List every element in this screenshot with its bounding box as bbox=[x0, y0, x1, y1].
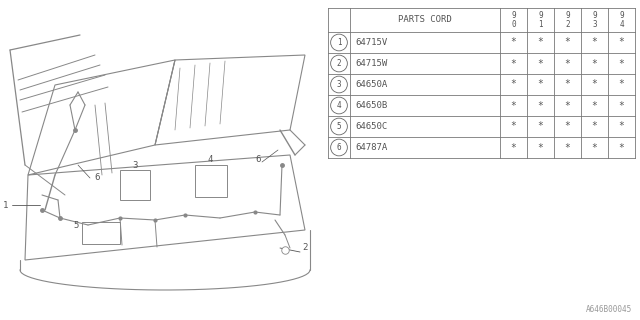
Text: A646B00045: A646B00045 bbox=[586, 305, 632, 314]
Text: *: * bbox=[564, 37, 570, 47]
Text: *: * bbox=[619, 122, 625, 132]
Text: *: * bbox=[619, 142, 625, 153]
Text: PARTS CORD: PARTS CORD bbox=[398, 15, 452, 25]
Text: *: * bbox=[591, 79, 597, 90]
Text: 64650B: 64650B bbox=[355, 101, 387, 110]
Text: 4: 4 bbox=[337, 101, 341, 110]
Text: *: * bbox=[511, 79, 516, 90]
Text: 2: 2 bbox=[337, 59, 341, 68]
Text: *: * bbox=[511, 142, 516, 153]
Text: *: * bbox=[619, 59, 625, 68]
Text: 5: 5 bbox=[337, 122, 341, 131]
Text: *: * bbox=[564, 59, 570, 68]
Text: 9
3: 9 3 bbox=[592, 11, 597, 29]
Text: *: * bbox=[538, 122, 543, 132]
Text: *: * bbox=[591, 100, 597, 110]
Text: 5: 5 bbox=[74, 220, 79, 229]
Text: *: * bbox=[564, 122, 570, 132]
Text: *: * bbox=[619, 37, 625, 47]
Text: 6: 6 bbox=[94, 173, 100, 182]
Text: 9
1: 9 1 bbox=[538, 11, 543, 29]
Text: *: * bbox=[538, 142, 543, 153]
Text: 6: 6 bbox=[337, 143, 341, 152]
Text: *: * bbox=[538, 79, 543, 90]
Text: 64715W: 64715W bbox=[355, 59, 387, 68]
Text: *: * bbox=[619, 100, 625, 110]
Text: *: * bbox=[511, 37, 516, 47]
Text: *: * bbox=[591, 59, 597, 68]
Text: *: * bbox=[591, 37, 597, 47]
Text: 3: 3 bbox=[337, 80, 341, 89]
Text: 1: 1 bbox=[3, 201, 8, 210]
Text: *: * bbox=[538, 100, 543, 110]
Text: 3: 3 bbox=[132, 161, 138, 170]
Text: 4: 4 bbox=[207, 156, 212, 164]
Text: 9
0: 9 0 bbox=[511, 11, 516, 29]
Text: *: * bbox=[538, 37, 543, 47]
Text: 9
2: 9 2 bbox=[565, 11, 570, 29]
Text: 64715V: 64715V bbox=[355, 38, 387, 47]
Text: 64787A: 64787A bbox=[355, 143, 387, 152]
Text: 64650C: 64650C bbox=[355, 122, 387, 131]
Text: *: * bbox=[564, 100, 570, 110]
Text: 9
4: 9 4 bbox=[619, 11, 624, 29]
Text: *: * bbox=[511, 100, 516, 110]
Text: 2: 2 bbox=[302, 244, 307, 252]
Text: 1: 1 bbox=[337, 38, 341, 47]
Text: 64650A: 64650A bbox=[355, 80, 387, 89]
Text: *: * bbox=[591, 122, 597, 132]
Text: *: * bbox=[538, 59, 543, 68]
Text: *: * bbox=[511, 122, 516, 132]
Text: *: * bbox=[619, 79, 625, 90]
Text: *: * bbox=[511, 59, 516, 68]
Text: *: * bbox=[564, 142, 570, 153]
Text: *: * bbox=[591, 142, 597, 153]
Text: *: * bbox=[564, 79, 570, 90]
Text: 6: 6 bbox=[255, 156, 260, 164]
